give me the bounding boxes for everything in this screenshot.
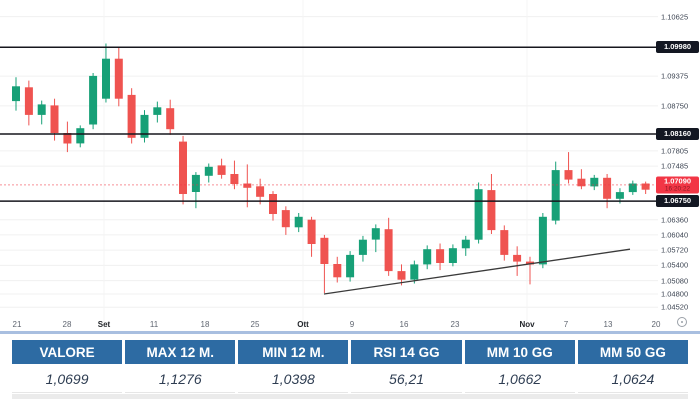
indicator-table: VALORE MAX 12 M. MIN 12 M. RSI 14 GG MM … [12, 340, 688, 399]
month-label: Ott [297, 320, 309, 329]
price-level-badge: 1.08160 [656, 128, 699, 140]
date-label: 13 [603, 320, 613, 329]
price-tick-label: 1.05080 [661, 276, 689, 286]
value-min-12m: 1,0398 [238, 365, 349, 393]
value-max-12m: 1,1276 [125, 365, 236, 393]
price-tick-label: 1.05400 [661, 260, 689, 270]
date-label: 16 [399, 320, 409, 329]
bar-countdown: 16:20:22 [664, 185, 691, 193]
live-price-badge: 1.07090 16:20:22 [656, 176, 699, 194]
value-mm-10gg: 1,0662 [464, 365, 575, 393]
value-rsi-14gg: 56,21 [351, 365, 462, 393]
price-tick-label: 1.08750 [661, 101, 689, 111]
header-valore: VALORE [12, 340, 123, 364]
price-tick-label: 1.06040 [661, 230, 689, 240]
date-label: 21 [12, 320, 22, 329]
header-mm-50gg: MM 50 GG [577, 340, 688, 364]
timezone-strip [0, 331, 700, 334]
date-label: 25 [250, 320, 260, 329]
table-next-row-strip [12, 394, 688, 399]
price-level-badge: 1.09980 [656, 41, 699, 54]
date-label: 28 [62, 320, 72, 329]
header-rsi-14gg: RSI 14 GG [351, 340, 462, 364]
price-tick-label: 1.07805 [661, 146, 689, 156]
value-valore: 1,0699 [12, 365, 123, 393]
header-max-12m: MAX 12 M. [125, 340, 236, 364]
header-mm-10gg: MM 10 GG [464, 340, 575, 364]
axis-clock-icon[interactable] [677, 317, 687, 327]
price-tick-label: 1.04520 [661, 302, 689, 312]
price-tick-label: 1.05720 [661, 245, 689, 255]
date-label: 7 [563, 320, 569, 329]
price-tick-label: 1.09375 [661, 71, 689, 81]
date-label: 11 [149, 320, 159, 329]
indicator-table-value-row: 1,0699 1,1276 1,0398 56,21 1,0662 1,0624 [12, 365, 688, 393]
price-tick-label: 1.06360 [661, 215, 689, 225]
candlestick-chart-panel: 1.10625 1.09980 1.09375 1.08750 1.08160 1.078… [0, 0, 700, 334]
date-label: 18 [200, 320, 210, 329]
month-label: Nov [519, 320, 535, 329]
price-tick-label: 1.04800 [661, 289, 689, 299]
month-label: Set [97, 320, 111, 329]
price-level-badge: 1.06750 [656, 195, 699, 208]
price-tick-label: 1.10625 [661, 12, 689, 22]
date-label: 20 [651, 320, 661, 329]
value-mm-50gg: 1,0624 [577, 365, 688, 393]
candlestick-chart [0, 0, 658, 330]
header-min-12m: MIN 12 M. [238, 340, 349, 364]
date-label: 9 [349, 320, 355, 329]
date-label: 23 [450, 320, 460, 329]
price-tick-label: 1.07485 [661, 161, 689, 171]
indicator-table-header-row: VALORE MAX 12 M. MIN 12 M. RSI 14 GG MM … [12, 340, 688, 364]
